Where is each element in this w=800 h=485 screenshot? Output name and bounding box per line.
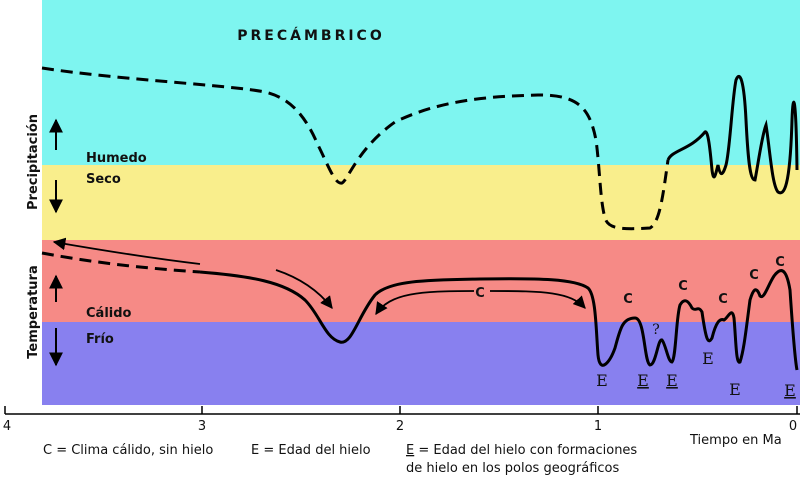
marker-e-3: E [666, 371, 678, 390]
x-tick-label: 4 [3, 419, 11, 434]
temperature-curve-dashed [41, 251, 201, 274]
precipitation-curve-dashed [41, 66, 670, 231]
x-tick-label: 1 [594, 419, 602, 434]
marker-e-6: E [784, 381, 796, 400]
marker-c-5: C [749, 268, 759, 283]
marker-e-4: E [702, 349, 714, 368]
marker-c-1: C [475, 286, 485, 301]
legend: C = Clima cálido, sin hielo E = Edad del… [43, 443, 637, 476]
precipitation-axis-label: Precipitación [26, 114, 41, 210]
temperature-annotation-arrows [52, 237, 586, 316]
legend-e-polar-line2: de hielo en los polos geográficos [406, 461, 620, 476]
marker-e-2: E [637, 371, 649, 390]
x-tick-label: 0 [789, 419, 797, 434]
x-axis: 4 3 2 1 0 Tiempo en Ma [3, 406, 800, 448]
x-tick-label: 3 [198, 419, 206, 434]
diagram-title: PRECÁMBRICO [237, 27, 384, 44]
dry-label: Seco [86, 172, 121, 187]
temperature-curve-solid [199, 269, 799, 371]
temperature-axis-label: Temperatura [26, 265, 41, 358]
warm-label: Cálido [86, 306, 132, 321]
precipitation-curve-solid [666, 74, 799, 195]
marker-c-4: C [718, 292, 728, 307]
band-cold [42, 322, 800, 405]
marker-c-3: C [678, 279, 688, 294]
humid-label: Humedo [86, 151, 147, 166]
cold-label: Frío [86, 332, 114, 347]
x-axis-label: Tiempo en Ma [689, 433, 782, 448]
band-humid [42, 0, 800, 165]
marker-question: ? [652, 322, 660, 338]
band-dry [42, 165, 800, 240]
marker-e-5: E [729, 380, 741, 399]
legend-e: E = Edad del hielo [251, 443, 371, 458]
marker-e-1: E [596, 371, 608, 390]
climate-markers: C C C C C C ? E E E E E E [475, 255, 796, 400]
marker-c-6: C [775, 255, 785, 270]
x-tick-label: 2 [396, 419, 404, 434]
marker-c-2: C [623, 292, 633, 307]
legend-e-polar-line1: E = Edad del hielo con formaciones [406, 443, 637, 458]
legend-c: C = Clima cálido, sin hielo [43, 443, 213, 458]
